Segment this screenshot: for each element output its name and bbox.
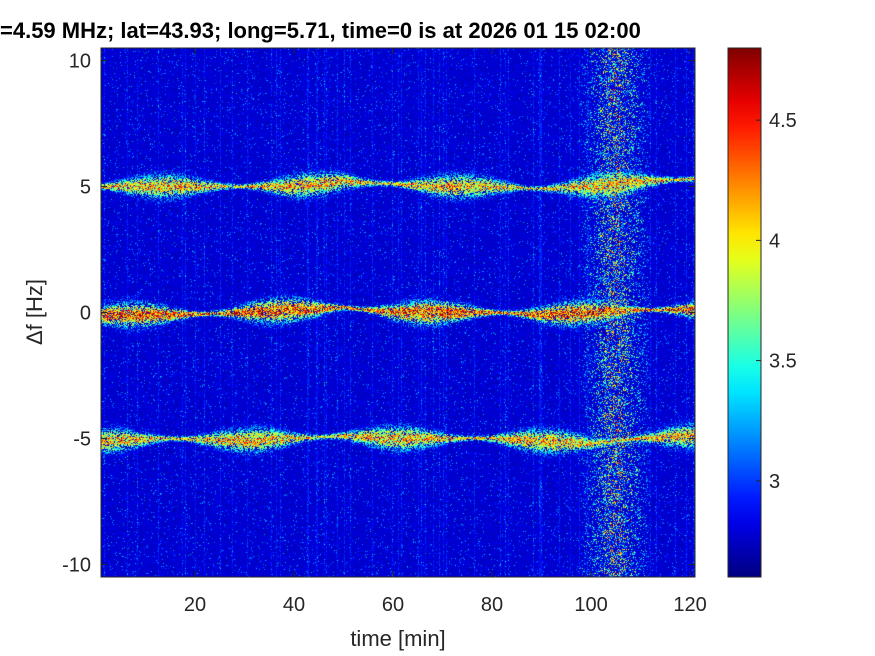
colorbar-tick-label-1: 3.5 — [769, 351, 797, 373]
x-tick-label-1: 40 — [283, 594, 305, 616]
colorbar-tick-label-2: 4 — [769, 230, 780, 252]
chart-title: =4.59 MHz; lat=43.93; long=5.71, time=0 … — [0, 18, 641, 43]
colorbar-ticks: 3 3.5 4 4.5 — [756, 110, 797, 493]
x-tick-label-4: 100 — [574, 594, 607, 616]
y-tick-label-2: 0 — [80, 303, 91, 325]
y-axis-label: Δf [Hz] — [22, 279, 47, 345]
x-axis: 20 40 60 80 100 120 — [184, 48, 707, 616]
heatmap-image — [101, 48, 695, 577]
x-tick-label-0: 20 — [184, 594, 206, 616]
colorbar: 3 3.5 4 4.5 — [727, 47, 797, 578]
y-tick-label-4: -10 — [62, 554, 91, 576]
y-axis: 10 5 0 -5 -10 — [62, 51, 695, 576]
y-tick-label-1: 5 — [80, 177, 91, 199]
colorbar-gradient — [727, 47, 762, 578]
x-tick-label-2: 60 — [382, 594, 404, 616]
x-axis-label: time [min] — [350, 626, 445, 651]
y-tick-label-0: 10 — [69, 51, 91, 73]
colorbar-tick-label-3: 4.5 — [769, 110, 797, 132]
colorbar-tick-label-0: 3 — [769, 471, 780, 493]
plot-area: 20 40 60 80 100 120 10 5 0 -5 -10 — [62, 47, 707, 616]
x-tick-label-5: 120 — [673, 594, 706, 616]
x-tick-label-3: 80 — [481, 594, 503, 616]
y-tick-label-3: -5 — [73, 428, 91, 450]
